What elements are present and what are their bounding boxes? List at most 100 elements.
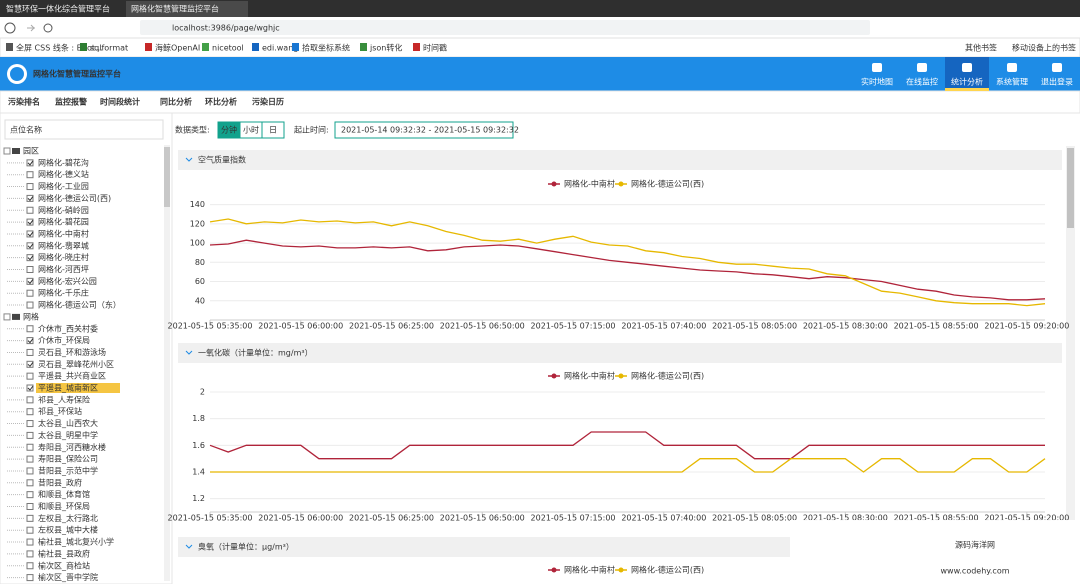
search-box[interactable] [4,119,164,140]
nav-item[interactable]: 统计分析 [951,77,983,87]
checkbox[interactable] [26,289,34,297]
bookmark[interactable]: edi.wang [262,44,298,53]
tree-item[interactable]: 平遥县_城南新区 [38,383,98,393]
checkbox[interactable] [26,242,34,250]
sub-nav-item[interactable]: 污染排名 [8,97,40,107]
tree-item[interactable]: 网格化-千乐庄 [38,288,89,298]
nav-item[interactable]: 退出登录 [1041,77,1073,87]
checkbox[interactable] [26,455,34,463]
checkbox[interactable] [26,372,34,380]
checkbox[interactable] [26,159,34,167]
checkbox[interactable] [26,230,34,238]
checkbox[interactable] [26,171,34,179]
chevron[interactable] [185,350,193,355]
bookmark[interactable]: json转化 [369,43,402,53]
tab[interactable] [1,1,123,17]
tree-item[interactable]: 祁县_人寿保险 [38,394,90,404]
tree-item[interactable]: 太谷县_山西农大 [38,418,98,428]
chevron[interactable] [185,157,193,162]
bookmark[interactable]: sqlformat [90,44,128,53]
tree-item[interactable]: 左权县_城中大楼 [38,525,98,535]
sidebar-scroll-thumb[interactable] [164,147,170,207]
tree-item[interactable]: 和顺县_体育馆 [38,489,90,499]
tree-item[interactable]: 榆次区_晋中学院 [38,572,98,582]
checkbox[interactable] [26,526,34,534]
checkbox[interactable] [26,396,34,404]
checkbox[interactable] [26,337,34,345]
sub-nav-item[interactable]: 同比分析 [160,97,192,107]
nav-item[interactable]: 系统管理 [996,77,1028,87]
checkbox[interactable] [26,183,34,191]
tree-toggle[interactable] [3,313,11,321]
legend-label[interactable]: 网格化-中南村 [564,565,615,575]
tree-item[interactable]: 网格化-河西坪 [38,264,89,274]
checkbox[interactable] [26,206,34,214]
checkbox[interactable] [26,325,34,333]
tree-item[interactable]: 昔阳县_示范中学 [38,465,98,475]
bookmark[interactable]: nicetool [212,44,244,53]
legend-label[interactable]: 网格化-中南村 [564,371,615,381]
reload-button[interactable] [43,23,53,33]
checkbox[interactable] [26,348,34,356]
tree-item[interactable]: 网格化-晓庄村 [38,252,89,262]
tree-item[interactable]: 网格化-宏兴公园 [38,276,97,286]
checkbox[interactable] [26,218,34,226]
tree-item[interactable]: 寿阳县_保险公司 [38,454,98,464]
bookmark[interactable]: 拾取坐标系统 [302,43,350,53]
sub-nav-item[interactable]: 环比分析 [205,97,237,107]
tree-item[interactable]: 网格化-中南村 [38,228,89,238]
checkbox[interactable] [26,360,34,368]
tree-item[interactable]: 介休市_西关村委 [38,323,98,333]
bookmark[interactable]: 其他书签 [965,43,997,53]
bookmark[interactable]: 时间戳 [423,43,447,53]
tree-item[interactable]: 灵石县_环和游泳场 [38,347,106,357]
tree-item[interactable]: 和顺县_环保局 [38,501,90,511]
type-button-label[interactable]: 日 [269,126,277,135]
legend-label[interactable]: 网格化-中南村 [564,179,615,189]
time-range[interactable]: 2021-05-14 09:32:32 - 2021-05-15 09:32:3… [341,126,519,135]
checkbox[interactable] [26,491,34,499]
legend-label[interactable]: 网格化-德运公司(西) [631,565,704,575]
tree-item[interactable]: 榆次区_商检站 [38,560,90,570]
checkbox[interactable] [26,538,34,546]
tree-item[interactable]: 介休市_环保局 [38,335,90,345]
tree-item[interactable]: 网格化-德义站 [38,169,89,179]
checkbox[interactable] [26,431,34,439]
tree-item[interactable]: 榆社县_城北复兴小学 [38,537,114,547]
back-button[interactable] [4,22,16,34]
tree-item[interactable]: 网格化-德运公司（东） [38,300,121,310]
chevron[interactable] [185,544,193,549]
checkbox[interactable] [26,514,34,522]
tree-item[interactable]: 网格化-硝岭园 [38,205,89,215]
checkbox[interactable] [26,574,34,582]
checkbox[interactable] [26,254,34,262]
tree-item[interactable]: 昔阳县_政府 [38,477,82,487]
checkbox[interactable] [26,277,34,285]
checkbox[interactable] [26,503,34,510]
checkbox[interactable] [26,384,34,392]
tab[interactable] [126,1,248,17]
bookmark[interactable]: 全屏 CSS 线条 : Boot... [16,43,103,53]
tree-item[interactable]: 灵石县_翠峰花州小区 [38,359,114,369]
type-button[interactable] [261,121,285,139]
nav-item[interactable]: 在线监控 [906,77,938,87]
tree-toggle[interactable] [3,147,11,155]
tree-item[interactable]: 网格化-德运公司(西) [38,193,111,203]
sub-nav-item[interactable]: 污染日历 [252,97,284,107]
tree-item[interactable]: 网格化-碧花沟 [38,157,89,167]
bookmark[interactable]: 移动设备上的书签 [1012,43,1076,53]
checkbox[interactable] [26,550,34,558]
tree-item[interactable]: 平遥县_共兴商业区 [38,371,106,381]
legend-label[interactable]: 网格化-德运公司(西) [631,371,704,381]
nav-item[interactable]: 实时地图 [861,77,893,87]
bookmark[interactable]: 海鲸OpenAI [155,43,200,53]
sub-nav-item[interactable]: 时间段统计 [100,97,140,107]
tree-item[interactable]: 左权县_太行路北 [38,513,98,523]
main-scroll-thumb[interactable] [1067,148,1074,228]
checkbox[interactable] [26,301,34,309]
checkbox[interactable] [26,443,34,451]
checkbox[interactable] [26,266,34,273]
time-input[interactable] [334,121,514,139]
checkbox[interactable] [26,420,34,428]
tree-item[interactable]: 祁县_环保站 [38,406,82,416]
